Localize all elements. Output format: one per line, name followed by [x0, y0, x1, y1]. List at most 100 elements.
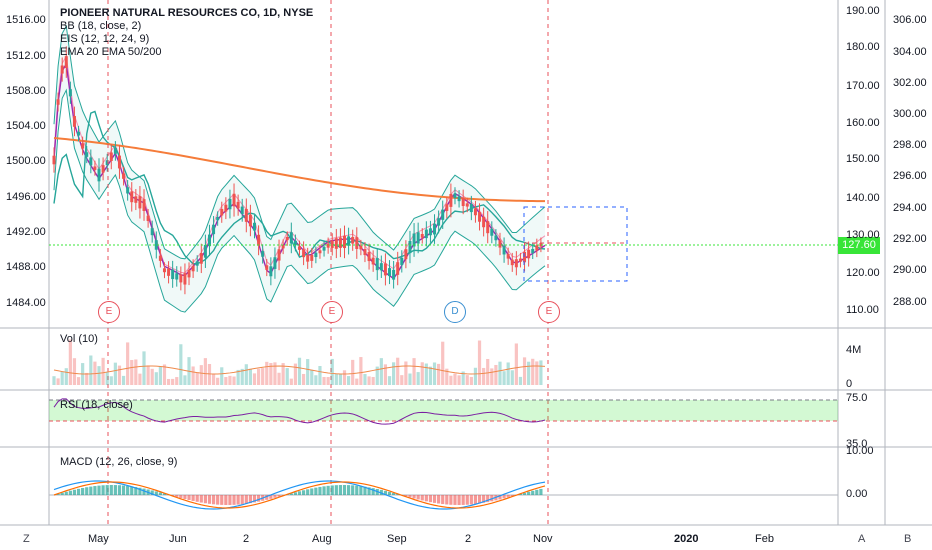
candle-body — [101, 165, 105, 173]
volume-bar — [527, 361, 531, 385]
candle-body — [167, 268, 171, 276]
candle-body — [359, 245, 363, 250]
macd-histogram-bar — [269, 495, 273, 499]
macd-histogram-bar — [256, 495, 261, 502]
time-axis-label: 2 — [243, 533, 250, 545]
volume-bar — [216, 377, 220, 385]
volume-bar — [211, 373, 216, 385]
candle-body — [482, 216, 486, 228]
macd-histogram-bar — [289, 493, 293, 495]
earnings-marker[interactable]: E — [321, 301, 343, 323]
candle-body — [330, 240, 334, 248]
earnings-marker[interactable]: E — [98, 301, 120, 323]
macd-histogram-bar — [203, 495, 207, 504]
right-axis-tick: 160.00 — [846, 117, 880, 129]
candle-body — [518, 258, 522, 262]
candle-body — [273, 257, 277, 269]
volume-bar — [514, 343, 518, 385]
left-axis-tick: 1488.00 — [6, 261, 46, 273]
candle-body — [248, 214, 252, 227]
volume-legend[interactable]: Vol (10) — [60, 333, 98, 345]
candle-body — [494, 235, 498, 241]
macd-histogram-bar — [130, 486, 134, 495]
candle-body — [334, 238, 338, 249]
volume-bar — [416, 372, 420, 385]
dividend-marker[interactable]: D — [444, 301, 466, 323]
rsi-axis-tick: 75.0 — [846, 392, 868, 404]
volume-bar — [277, 372, 281, 385]
macd-histogram-bar — [179, 495, 183, 498]
volume-bar — [109, 376, 113, 385]
candle-body — [404, 249, 408, 260]
volume-bar — [166, 378, 171, 385]
candle-body — [347, 236, 351, 246]
volume-bar — [269, 362, 273, 385]
right2-axis-tick: 298.00 — [893, 139, 927, 151]
zoom-button[interactable]: Z — [23, 533, 30, 545]
volume-bar — [146, 365, 150, 385]
right-axis-tick: 130.00 — [846, 229, 880, 241]
right-axis-tick: 170.00 — [846, 80, 880, 92]
candle-body — [97, 168, 101, 182]
volume-bar — [371, 376, 375, 385]
macd-histogram-bar — [539, 488, 543, 495]
volume-bar — [347, 376, 351, 385]
macd-histogram-bar — [216, 495, 220, 505]
volume-bar — [424, 363, 428, 385]
macd-histogram-bar — [486, 495, 490, 503]
candle-body — [105, 160, 109, 166]
macd-histogram-bar — [93, 486, 97, 495]
eis-legend[interactable]: EIS (12, 12, 24, 9) — [60, 33, 150, 45]
candle-body — [171, 269, 175, 280]
volume-bar — [171, 378, 175, 385]
ema-legend[interactable]: EMA 20 EMA 50/200 — [60, 46, 162, 58]
candle-body — [408, 240, 412, 254]
candle-body — [252, 222, 256, 231]
candle-body — [416, 232, 420, 244]
candle-body — [441, 209, 445, 220]
candle-body — [146, 215, 150, 222]
candle-body — [338, 237, 342, 248]
volume-bar — [330, 358, 334, 385]
volume-bar — [281, 363, 285, 385]
earnings-marker[interactable]: E — [538, 301, 560, 323]
macd-legend[interactable]: MACD (12, 26, close, 9) — [60, 456, 178, 468]
macd-histogram-bar — [449, 495, 453, 505]
macd-histogram-bar — [326, 485, 330, 495]
volume-bar — [301, 373, 306, 385]
bb-legend[interactable]: BB (18, close, 2) — [60, 20, 142, 32]
macd-histogram-bar — [211, 495, 216, 505]
volume-bar — [154, 372, 158, 385]
volume-bar — [465, 375, 469, 385]
volume-bar — [412, 358, 416, 385]
auto-scale-button[interactable]: A — [858, 533, 866, 545]
symbol-title[interactable]: PIONEER NATURAL RESOURCES CO, 1D, NYSE — [60, 7, 314, 19]
candle-body — [314, 252, 318, 258]
candle-body — [224, 204, 228, 212]
macd-histogram-bar — [297, 491, 302, 495]
macd-histogram-bar — [310, 488, 314, 495]
macd-histogram-bar — [469, 495, 473, 505]
candle-body — [261, 251, 265, 257]
volume-bar — [121, 375, 126, 385]
axis-b-button[interactable]: B — [904, 533, 912, 545]
macd-histogram-bar — [404, 495, 408, 497]
candle-body — [212, 224, 216, 235]
macd-histogram-bar — [183, 495, 187, 500]
candle-body — [355, 237, 359, 249]
candle-body — [244, 208, 248, 222]
right2-axis-tick: 288.00 — [893, 296, 927, 308]
volume-bar — [531, 358, 535, 385]
candle-body — [531, 248, 535, 253]
time-axis-label: Sep — [387, 533, 407, 545]
macd-histogram-bar — [191, 495, 195, 501]
rsi-legend[interactable]: RSI (18, close) — [60, 399, 133, 411]
macd-histogram-bar — [97, 485, 101, 495]
macd-histogram-bar — [236, 495, 240, 505]
volume-bar — [338, 373, 343, 385]
volume-bar — [477, 340, 482, 385]
candle-body — [400, 257, 404, 265]
volume-bar — [310, 369, 314, 385]
